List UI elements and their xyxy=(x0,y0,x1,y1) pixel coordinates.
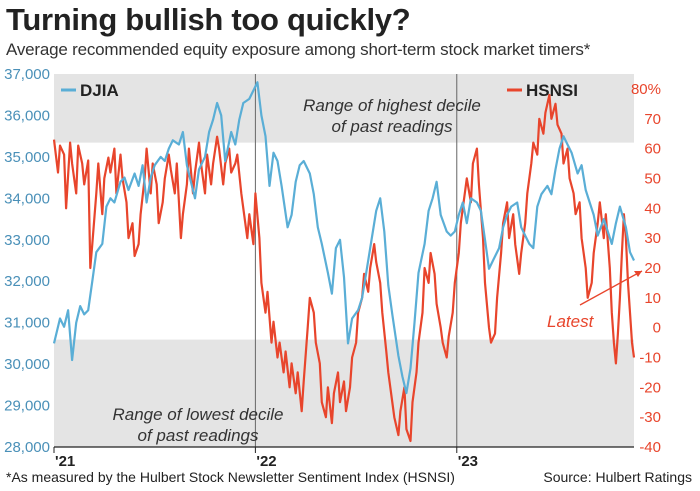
chart-title: Turning bullish too quickly? xyxy=(6,2,411,37)
latest-annotation-arrowhead xyxy=(634,271,642,277)
left-tick-label: 35,000 xyxy=(4,149,50,166)
footnote: *As measured by the Hulbert Stock Newsle… xyxy=(6,469,455,485)
x-axis: '21 '22 '23 xyxy=(53,447,478,470)
legend-djia-label: DJIA xyxy=(80,81,119,100)
chart-subtitle: Average recommended equity exposure amon… xyxy=(6,40,591,59)
left-tick-label: 29,000 xyxy=(4,398,50,415)
right-tick-label: -40 xyxy=(639,439,661,456)
band-high-label-line1: Range of highest decile xyxy=(303,96,481,115)
right-tick-label: 50 xyxy=(644,170,661,187)
right-tick-label: -20 xyxy=(639,379,661,396)
right-tick-label: 70 xyxy=(644,111,661,128)
left-axis: 28,000 29,000 30,000 31,000 32,000 33,000 34,0… xyxy=(4,66,50,456)
legend-hsnsi-label: HSNSI xyxy=(526,81,578,100)
left-tick-label: 34,000 xyxy=(4,190,50,207)
right-tick-label: -30 xyxy=(639,409,661,426)
x-tick-label: '21 xyxy=(55,453,75,470)
band-low-label-line1: Range of lowest decile xyxy=(112,405,283,424)
right-tick-label: 20 xyxy=(644,260,661,277)
right-tick-label: 10 xyxy=(644,290,661,307)
band-low-label-line2: of past readings xyxy=(138,426,259,445)
right-tick-label: 40 xyxy=(644,200,661,217)
band-high-label-line2: of past readings xyxy=(332,117,453,136)
left-tick-label: 32,000 xyxy=(4,273,50,290)
djia-series-line xyxy=(52,81,635,395)
left-tick-label: 28,000 xyxy=(4,439,50,456)
right-tick-label: -10 xyxy=(639,349,661,366)
djia-series-group xyxy=(52,81,635,395)
left-tick-label: 37,000 xyxy=(4,66,50,83)
right-tick-label: 0 xyxy=(653,320,661,337)
left-tick-label: 36,000 xyxy=(4,107,50,124)
left-tick-label: 30,000 xyxy=(4,356,50,373)
left-tick-label: 31,000 xyxy=(4,315,50,332)
left-tick-label: 33,000 xyxy=(4,232,50,249)
band-highest-decile xyxy=(54,74,634,143)
right-axis: -40 -30 -20 -10 0 10 20 30 40 50 60 70 80% xyxy=(631,81,661,456)
right-tick-label: 30 xyxy=(644,230,661,247)
latest-annotation-label: Latest xyxy=(547,312,595,331)
right-tick-label: 80% xyxy=(631,81,661,98)
right-tick-label: 60 xyxy=(644,141,661,158)
x-tick-label: '23 xyxy=(458,453,478,470)
x-tick-label: '22 xyxy=(256,453,276,470)
source-credit: Source: Hulbert Ratings xyxy=(543,469,692,485)
latest-annotation-arrow xyxy=(579,270,643,306)
